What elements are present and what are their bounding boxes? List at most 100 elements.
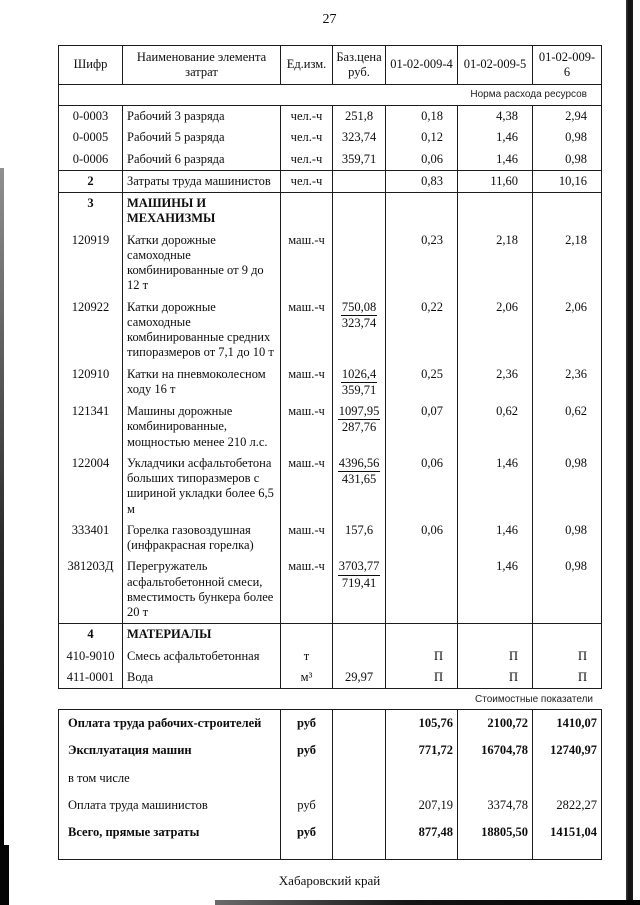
cell-norm-009-4: 0,23 (385, 229, 458, 297)
cell-norm-009-6: 0,98 (532, 556, 602, 625)
cell-norm-009-5: 1,46 (457, 127, 533, 149)
cell-unit: маш.-ч (280, 556, 333, 625)
summary-value-009-5: 16704,78 (457, 737, 533, 765)
cell-name: МАТЕРИАЛЫ (122, 623, 281, 646)
scan-artifact-bottom-edge (215, 900, 640, 905)
cell-name: Затраты труда машинистов (122, 170, 281, 194)
cell-unit: чел.-ч (280, 148, 333, 171)
summary-base (332, 737, 386, 765)
table-row: 120910 Катки на пневмоколесном ходу 16 т… (58, 363, 602, 401)
summary-value-009-4: 877,48 (385, 819, 458, 847)
cell-unit: маш.-ч (280, 519, 333, 557)
table-row: 120922 Катки дорожные самоходные комбини… (58, 296, 602, 364)
header-norm-009-6: 01-02-009-6 (532, 45, 602, 85)
cell-name: Рабочий 6 разряда (122, 148, 281, 171)
cell-unit: маш.-ч (280, 452, 333, 520)
cell-norm-009-5: 1,46 (457, 452, 533, 520)
cell-base-price: 1026,4 359,71 (332, 363, 386, 401)
base-price-reference: 323,74 (341, 315, 377, 330)
cell-base-price: 1097,95 287,76 (332, 401, 386, 453)
cell-norm-009-6: П (532, 645, 602, 667)
summary-unit: руб (280, 709, 333, 738)
cell-name: Катки на пневмоколесном ходу 16 т (122, 363, 281, 401)
cell-norm-009-5: 1,46 (457, 556, 533, 625)
summary-row: Эксплуатация машин руб 771,72 16704,78 1… (58, 737, 602, 765)
cell-code: 411-0001 (58, 666, 123, 689)
summary-value-009-6 (532, 764, 602, 792)
cell-norm-009-4: П (385, 666, 458, 689)
cell-norm-009-5: 1,46 (457, 519, 533, 557)
cell-code: 333401 (58, 519, 123, 557)
cell-base-price (332, 229, 386, 297)
base-price-current: 4396,56 (337, 456, 381, 472)
cell-norm-009-6: 2,94 (532, 105, 602, 128)
base-price-current: 3703,77 (337, 559, 381, 576)
section-header-row: 4 МАТЕРИАЛЫ (58, 623, 602, 646)
section-banner-cost: Стоимостные показатели (475, 694, 593, 705)
cell-base-price: 359,71 (332, 148, 386, 171)
cell-base-price (332, 192, 386, 230)
header-norm-009-5: 01-02-009-5 (457, 45, 533, 85)
summary-base (332, 819, 386, 847)
summary-value-009-6: 14151,04 (532, 819, 602, 847)
cell-norm-009-6: 0,98 (532, 452, 602, 520)
cell-norm-009-6: 2,36 (532, 363, 602, 401)
cell-name: Машины дорожные комбинированные, мощност… (122, 401, 281, 453)
cell-norm-009-5: 4,38 (457, 105, 533, 128)
cell-base-price: 323,74 (332, 127, 386, 149)
cell-norm-009-6: 2,18 (532, 229, 602, 297)
cell-code: 0-0003 (58, 105, 123, 128)
summary-value-009-5: 2100,72 (457, 709, 533, 738)
cell-name: МАШИНЫ И МЕХАНИЗМЫ (122, 192, 281, 230)
cell-base-price (332, 170, 386, 194)
cost-summary-table: Оплата труда рабочих-строителей руб 105,… (58, 709, 602, 861)
cell-norm-009-6: 0,98 (532, 148, 602, 171)
scan-artifact-left-edge (0, 168, 4, 848)
cell-norm-009-5: 2,36 (457, 363, 533, 401)
cell-base-price: 750,08 323,74 (332, 296, 386, 364)
cell-name: Укладчики асфальтобетона больших типораз… (122, 452, 281, 520)
summary-value-009-6: 1410,07 (532, 709, 602, 738)
section-header-row: 3 МАШИНЫ И МЕХАНИЗМЫ (58, 192, 602, 230)
base-price-reference: 719,41 (341, 575, 377, 590)
cell-norm-009-6: 10,16 (532, 170, 602, 194)
cell-code: 120910 (58, 363, 123, 401)
summary-unit: руб (280, 737, 333, 765)
base-price-reference: 287,76 (341, 420, 377, 435)
table-header-row: Шифр Наименование элемента затрат Ед.изм… (58, 45, 602, 85)
region-footer: Хабаровский край (278, 873, 381, 889)
cell-name: Рабочий 5 разряда (122, 127, 281, 149)
cell-code: 381203Д (58, 556, 123, 625)
banner-norm-label: Норма расхода ресурсов (58, 84, 602, 106)
summary-label: Оплата труда машинистов (58, 791, 281, 819)
header-base-price: Баз.цена руб. (332, 45, 386, 85)
cell-name: Горелка газовоздушная (инфракрасная горе… (122, 519, 281, 557)
cell-unit: чел.-ч (280, 127, 333, 149)
cell-name: Смесь асфальтобетонная (122, 645, 281, 667)
cell-base-price: 29,97 (332, 666, 386, 689)
cell-norm-009-4: 0,06 (385, 452, 458, 520)
base-price-current: 750,08 (340, 300, 378, 316)
cell-base-price: 3703,77 719,41 (332, 556, 386, 625)
base-price-reference: 359,71 (341, 382, 377, 397)
base-price-reference: 431,65 (341, 472, 377, 486)
cell-norm-009-5: П (457, 666, 533, 689)
base-price-current: 1097,95 (337, 404, 381, 421)
summary-empty-row (58, 846, 602, 860)
summary-value-009-5: 18805,50 (457, 819, 533, 847)
table-row: 410-9010 Смесь асфальтобетонная т П П П (58, 645, 602, 667)
cell-norm-009-5 (457, 192, 533, 230)
cell-code: 120922 (58, 296, 123, 364)
cell-base-price (332, 623, 386, 646)
header-name: Наименование элемента затрат (122, 45, 281, 85)
cell-base-price: 251,8 (332, 105, 386, 128)
cell-norm-009-4: 0,22 (385, 296, 458, 364)
header-code: Шифр (58, 45, 123, 85)
summary-base (332, 764, 386, 792)
summary-value-009-4: 105,76 (385, 709, 458, 738)
table-row: 333401 Горелка газовоздушная (инфракрасн… (58, 519, 602, 557)
page-number: 27 (322, 12, 337, 27)
cell-unit: маш.-ч (280, 229, 333, 297)
cell-norm-009-5 (457, 623, 533, 646)
summary-value-009-4: 207,19 (385, 791, 458, 819)
